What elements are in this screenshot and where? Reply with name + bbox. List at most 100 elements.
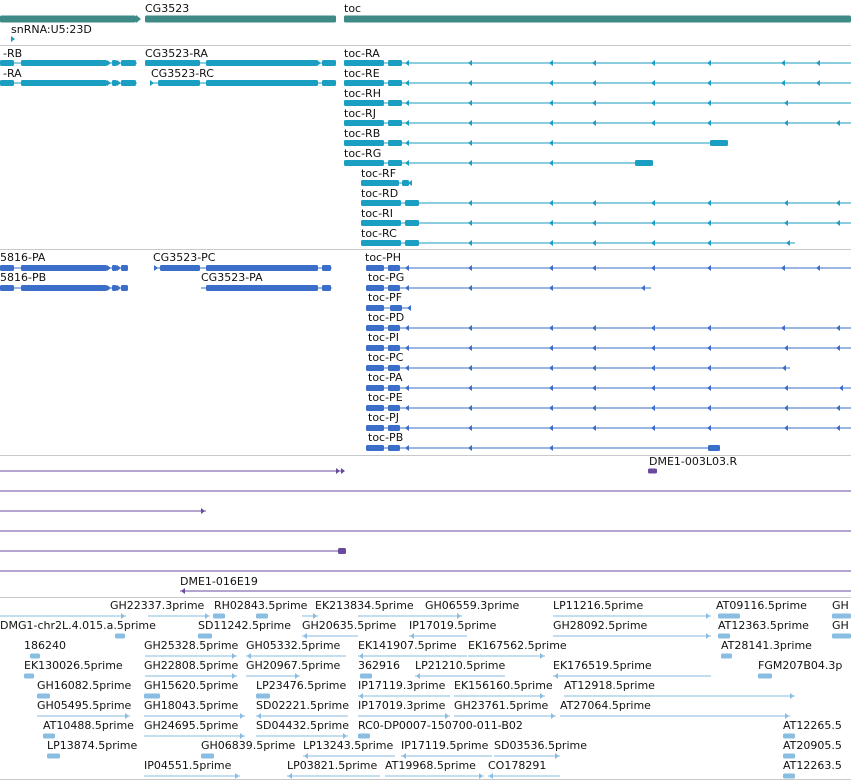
transcript-label[interactable]: CG3523-RC xyxy=(151,67,214,80)
est-label[interactable]: GH05495.5prime xyxy=(37,699,132,712)
est-label[interactable]: DMG1-chr2L.4.015.a.5prime xyxy=(0,619,156,632)
est-label[interactable]: SD03536.5prime xyxy=(494,739,587,752)
est-label[interactable]: GH22337.3prime xyxy=(110,599,205,612)
est-label[interactable]: GH16082.5prime xyxy=(37,679,132,692)
protein-label[interactable]: toc-PC xyxy=(368,351,404,364)
gene-label[interactable]: CG3523 xyxy=(145,2,190,15)
est-label[interactable]: LP13874.5prime xyxy=(47,739,138,752)
est-label[interactable]: GH22808.5prime xyxy=(144,659,239,672)
est-label[interactable]: GH20967.5prime xyxy=(246,659,341,672)
protein-label[interactable]: CG3523-PC xyxy=(153,251,216,264)
est-label[interactable]: GH05332.5prime xyxy=(246,639,341,652)
est-label[interactable]: IP17119.3prime xyxy=(358,679,446,692)
est-label[interactable]: AT12263.5 xyxy=(783,759,842,772)
est-label[interactable]: EK141907.5prime xyxy=(358,639,457,652)
protein-label[interactable]: toc-PJ xyxy=(368,411,399,424)
est-label[interactable]: RC0-DP0007-150700-011-B02 xyxy=(358,719,523,732)
protein-label[interactable]: toc-PG xyxy=(368,271,405,284)
est-label[interactable]: LP21210.5prime xyxy=(415,659,506,672)
est-label[interactable]: GH xyxy=(832,599,849,612)
est-label[interactable]: 362916 xyxy=(358,659,400,672)
est-label[interactable]: GH15620.5prime xyxy=(144,679,239,692)
protein-label[interactable]: toc-PF xyxy=(368,291,403,304)
est-label[interactable]: SD02221.5prime xyxy=(256,699,349,712)
exon-block xyxy=(206,285,318,291)
est-label[interactable]: AT20905.5 xyxy=(783,739,842,752)
gene-label[interactable]: snRNA:U5:23D xyxy=(11,23,92,36)
transcript-label[interactable]: CG3523-RA xyxy=(145,47,208,60)
protein-label[interactable]: CG3523-PA xyxy=(201,271,263,284)
forward-strand-arrow xyxy=(11,36,15,42)
est-label[interactable]: GH18043.5prime xyxy=(144,699,239,712)
est-label[interactable]: LP13243.5prime xyxy=(303,739,394,752)
transcript-label[interactable]: toc-RE xyxy=(344,67,380,80)
transcript-label[interactable]: toc-RH xyxy=(344,87,381,100)
transcript-label[interactable]: -RB xyxy=(3,47,23,60)
est-label[interactable]: IP17019.3prime xyxy=(358,699,446,712)
est-label[interactable]: AT19968.5prime xyxy=(385,759,476,772)
protein-label[interactable]: toc-PI xyxy=(368,331,399,344)
est-label[interactable]: GH28092.5prime xyxy=(553,619,648,632)
exon-block xyxy=(344,120,384,126)
est-label[interactable]: GH06839.5prime xyxy=(201,739,296,752)
est-label[interactable]: EK167562.5prime xyxy=(468,639,567,652)
est-label[interactable]: AT27064.5prime xyxy=(560,699,651,712)
est-label[interactable]: AT12265.5 xyxy=(783,719,842,732)
transcript-label[interactable]: -RA xyxy=(3,67,22,80)
est-label[interactable]: EK156160.5prime xyxy=(454,679,553,692)
est-label[interactable]: IP17019.5prime xyxy=(409,619,497,632)
protein-label[interactable]: toc-PA xyxy=(368,371,403,384)
reverse-strand-arrow xyxy=(651,345,655,351)
est-label[interactable]: GH25328.5prime xyxy=(144,639,239,652)
est-label[interactable]: SD04432.5prime xyxy=(256,719,349,732)
protein-label[interactable]: toc-PB xyxy=(368,431,404,444)
est-label[interactable]: AT12363.5prime xyxy=(718,619,809,632)
match-label[interactable]: DME1-016E19 xyxy=(180,575,258,588)
est-label[interactable]: LP03821.5prime xyxy=(287,759,378,772)
est-label[interactable]: RH02843.5prime xyxy=(214,599,308,612)
transcript-label[interactable]: toc-RG xyxy=(344,147,382,160)
forward-strand-arrow xyxy=(107,60,111,66)
reverse-strand-arrow xyxy=(407,200,411,206)
est-label[interactable]: EK130026.5prime xyxy=(24,659,123,672)
est-label[interactable]: GH06559.3prime xyxy=(425,599,520,612)
est-label[interactable]: GH xyxy=(832,619,849,632)
est-label[interactable]: GH20635.5prime xyxy=(302,619,397,632)
est-label[interactable]: AT10488.5prime xyxy=(43,719,134,732)
transcript-label[interactable]: toc-RI xyxy=(361,207,393,220)
reverse-strand-arrow xyxy=(592,60,596,66)
forward-strand-arrow xyxy=(706,613,710,619)
protein-label[interactable]: toc-PE xyxy=(368,391,403,404)
est-label[interactable]: AT28141.3prime xyxy=(721,639,812,652)
reverse-strand-arrow xyxy=(784,120,788,126)
est-label[interactable]: GH23761.5prime xyxy=(454,699,549,712)
transcript-label[interactable]: toc-RD xyxy=(361,187,399,200)
transcript-label[interactable]: toc-RA xyxy=(344,47,380,60)
est-label[interactable]: EK213834.5prime xyxy=(315,599,414,612)
est-label[interactable]: AT12918.5prime xyxy=(564,679,655,692)
protein-label[interactable]: toc-PH xyxy=(365,251,401,264)
est-label[interactable]: GH24695.5prime xyxy=(144,719,239,732)
est-label[interactable]: AT09116.5prime xyxy=(716,599,807,612)
exon-block xyxy=(366,285,384,291)
exon-block xyxy=(160,265,200,271)
est-label[interactable]: FGM207B04.3p xyxy=(758,659,843,672)
match-label[interactable]: DME1-003L03.R xyxy=(649,455,738,468)
protein-label[interactable]: toc-PD xyxy=(368,311,405,324)
transcript-label[interactable]: toc-RB xyxy=(344,127,381,140)
reverse-strand-arrow xyxy=(405,120,409,126)
est-label[interactable]: LP11216.5prime xyxy=(553,599,644,612)
gene-label[interactable]: toc xyxy=(344,2,362,15)
transcript-label[interactable]: toc-RJ xyxy=(344,107,376,120)
est-label[interactable]: EK176519.5prime xyxy=(553,659,652,672)
protein-label[interactable]: 5816-PA xyxy=(0,251,46,264)
transcript-label[interactable]: toc-RC xyxy=(361,227,397,240)
est-label[interactable]: SD11242.5prime xyxy=(198,619,291,632)
transcript-label[interactable]: toc-RF xyxy=(361,167,397,180)
est-label[interactable]: CO178291 xyxy=(488,759,547,772)
est-label[interactable]: 186240 xyxy=(24,639,66,652)
est-label[interactable]: LP23476.5prime xyxy=(256,679,347,692)
protein-label[interactable]: 5816-PB xyxy=(0,271,47,284)
est-label[interactable]: IP04551.5prime xyxy=(144,759,232,772)
est-label[interactable]: IP17119.5prime xyxy=(401,739,489,752)
